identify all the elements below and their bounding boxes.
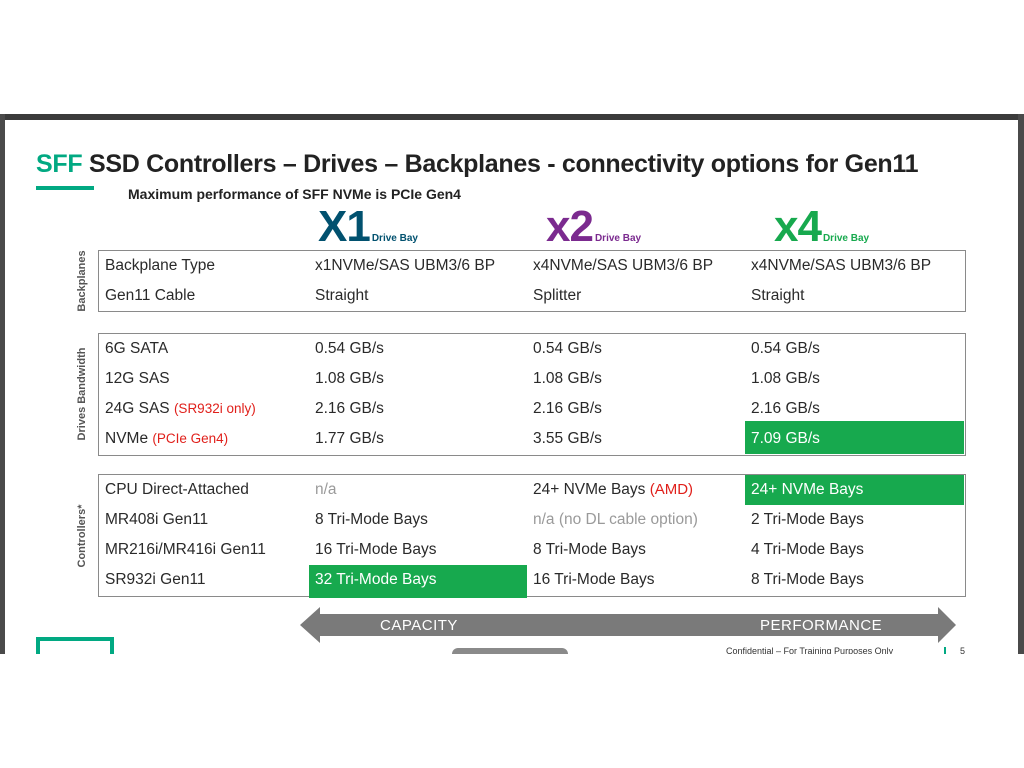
cell-x4: 8 Tri-Mode Bays [751,571,864,588]
cell-x4-highlight: 7.09 GB/s [745,421,964,454]
row-label: MR408i Gen11 [105,511,209,528]
cell-x4-highlight: 24+ NVMe Bays [745,475,964,505]
column-header-x4: x4 Drive Bay [774,204,869,250]
cell-x1: n/a [315,481,337,498]
arrow-label-capacity: CAPACITY [380,617,458,634]
table-row: NVMe (PCIe Gen4) 1.77 GB/s 3.55 GB/s 7.0… [99,421,965,454]
backplanes-table: Backplane Type x1NVMe/SAS UBM3/6 BP x4NV… [98,250,966,312]
capacity-performance-arrow [300,607,956,643]
title-text: SSD Controllers – Drives – Backplanes - … [82,150,919,178]
arrow-label-performance: PERFORMANCE [760,617,883,634]
cell-x1: x1NVMe/SAS UBM3/6 BP [315,257,496,274]
row-note: (SR932i only) [173,401,256,416]
column-header-x1: X1 Drive Bay [318,204,418,250]
cell-x1: Straight [315,287,369,304]
column-x4-sub: Drive Bay [822,233,870,244]
table-row: 12G SAS 1.08 GB/s 1.08 GB/s 1.08 GB/s [99,364,965,394]
table-row: 6G SATA 0.54 GB/s 0.54 GB/s 0.54 GB/s [99,334,965,364]
row-label: NVMe (PCIe Gen4) [105,430,229,447]
row-label: 24G SAS (SR932i only) [105,400,256,417]
cell-x4: 4 Tri-Mode Bays [751,541,864,558]
cell-x1-highlight: 32 Tri-Mode Bays [309,565,527,598]
cell-x2: 3.55 GB/s [533,430,602,447]
cell-x4: Straight [751,287,805,304]
cell-x2: 16 Tri-Mode Bays [533,571,655,588]
cell-x4: 2.16 GB/s [751,400,820,417]
table-row: SR932i Gen11 32 Tri-Mode Bays 16 Tri-Mod… [99,565,965,598]
row-label: 12G SAS [105,370,170,387]
row-label: Backplane Type [105,257,216,274]
row-label: Gen11 Cable [105,287,196,304]
column-x2-sub: Drive Bay [594,233,642,244]
cell-x1: 2.16 GB/s [315,400,384,417]
cell-x2: 2.16 GB/s [533,400,602,417]
cell-note: (AMD) [649,481,694,498]
table-row: MR408i Gen11 8 Tri-Mode Bays n/a (no DL … [99,505,965,535]
column-x1-title: X1 [318,202,371,251]
top-border [0,114,1024,120]
title-accent: SFF [36,150,83,178]
cell-x1: 16 Tri-Mode Bays [315,541,437,558]
cell-x2: 8 Tri-Mode Bays [533,541,646,558]
column-header-x2: x2 Drive Bay [546,204,641,250]
cell-x4: 0.54 GB/s [751,340,820,357]
cell-x2: Splitter [533,287,582,304]
row-note: (PCIe Gen4) [152,431,229,446]
footer-divider [944,647,946,654]
row-label: MR216i/MR416i Gen11 [105,541,266,558]
row-label: CPU Direct-Attached [105,481,249,498]
title-underline [36,186,94,190]
cell-x1: 0.54 GB/s [315,340,384,357]
table-row: CPU Direct-Attached n/a 24+ NVMe Bays (A… [99,475,965,505]
row-label: 6G SATA [105,340,169,357]
cell-x2: x4NVMe/SAS UBM3/6 BP [533,257,714,274]
cell-x2: 1.08 GB/s [533,370,602,387]
column-x2-title: x2 [546,202,594,251]
logo-frame [36,637,114,654]
slide: SFF SSD Controllers – Drives – Backplane… [0,114,1024,654]
footer-pill [452,648,568,654]
table-row: Gen11 Cable Straight Splitter Straight [99,281,965,311]
cell-x2: 0.54 GB/s [533,340,602,357]
right-border [1018,114,1024,654]
row-label: SR932i Gen11 [105,571,206,588]
left-border [0,114,5,654]
column-x1-sub: Drive Bay [371,233,418,244]
bandwidth-table: 6G SATA 0.54 GB/s 0.54 GB/s 0.54 GB/s 12… [98,333,966,456]
cell-x4: 2 Tri-Mode Bays [751,511,864,528]
page-number: 5 [960,646,966,654]
table-row: MR216i/MR416i Gen11 16 Tri-Mode Bays 8 T… [99,535,965,565]
table-row: 24G SAS (SR932i only) 2.16 GB/s 2.16 GB/… [99,394,965,424]
cell-x1: 1.77 GB/s [315,430,384,447]
cell-x1: 1.08 GB/s [315,370,384,387]
cell-x4: x4NVMe/SAS UBM3/6 BP [751,257,932,274]
slide-subtitle: Maximum performance of SFF NVMe is PCIe … [128,186,461,202]
footer-text: Confidential – For Training Purposes Onl… [726,646,894,654]
column-x4-title: x4 [774,202,822,251]
cell-x1: 8 Tri-Mode Bays [315,511,428,528]
cell-x2: 24+ NVMe Bays (AMD) [533,481,694,498]
double-arrow-shape [300,607,956,643]
controllers-table: CPU Direct-Attached n/a 24+ NVMe Bays (A… [98,474,966,598]
slide-title: SFF SSD Controllers – Drives – Backplane… [36,150,919,179]
cell-x4: 1.08 GB/s [751,370,820,387]
table-row: Backplane Type x1NVMe/SAS UBM3/6 BP x4NV… [99,251,965,281]
cell-x2: n/a (no DL cable option) [533,511,698,528]
